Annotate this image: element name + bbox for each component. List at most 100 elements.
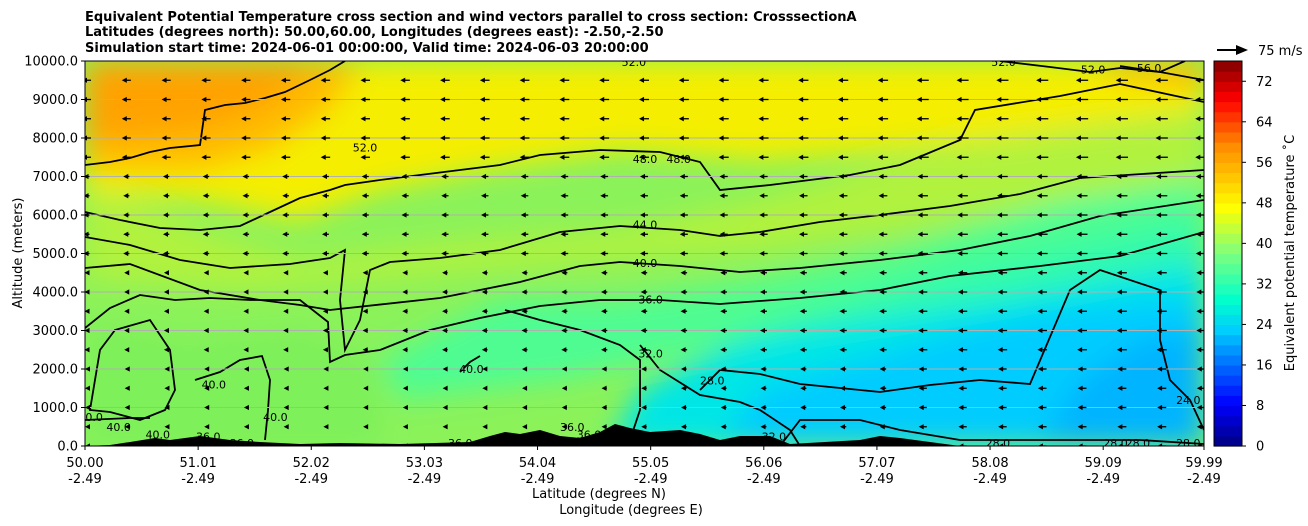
wind-vector [124, 308, 130, 314]
wind-vector [1155, 154, 1168, 160]
wind-vector [201, 116, 211, 122]
wind-vector [283, 308, 289, 314]
wind-vector [1036, 193, 1048, 199]
contour-label: 36.0 [638, 294, 663, 307]
wind-vector [283, 347, 289, 353]
wind-vector [837, 116, 849, 122]
quiver-key-arrow-icon [1236, 45, 1248, 55]
wind-vector [799, 347, 807, 353]
x-tick-label-lon: -2.49 [860, 472, 894, 487]
wind-vector [837, 154, 849, 160]
wind-vector [760, 424, 767, 430]
wind-vector [997, 327, 1008, 334]
contour-label: 36.0 [577, 428, 602, 441]
wind-vector [1036, 116, 1049, 122]
wind-vector [996, 96, 1009, 103]
wind-vector [601, 327, 608, 334]
contour-36-lower-b [504, 309, 641, 441]
wind-vector [640, 212, 648, 218]
wind-vector [85, 231, 90, 237]
wind-vector [519, 135, 530, 141]
wind-vector [720, 424, 727, 430]
wind-vector [441, 173, 449, 180]
wind-vector [1037, 366, 1047, 372]
wind-vector [996, 116, 1009, 122]
wind-vector [323, 424, 329, 430]
wind-vector [1077, 327, 1087, 334]
colorbar-segment [1214, 81, 1242, 92]
wind-vector [442, 270, 448, 276]
wind-vector [1116, 327, 1127, 334]
x-tick-label-lat: 53.03 [406, 456, 443, 471]
wind-vector [123, 231, 130, 237]
colorbar-segment [1214, 91, 1242, 103]
wind-vector [400, 77, 410, 83]
wind-vector [85, 193, 90, 199]
wind-vector [560, 173, 569, 180]
colorbar-segment [1214, 71, 1242, 82]
wind-vector [164, 443, 170, 446]
wind-vector [998, 424, 1007, 430]
wind-vector [519, 154, 530, 160]
wind-vector [203, 327, 209, 334]
wind-vector [520, 231, 529, 237]
x-tick-label-lon: -2.49 [294, 472, 328, 487]
wind-vector [957, 347, 968, 353]
wind-vector [957, 212, 968, 218]
wind-vector [561, 327, 568, 334]
wind-vector [1077, 289, 1087, 295]
wind-vector [720, 404, 727, 411]
colorbar-segment [1214, 172, 1242, 184]
wind-vector [760, 404, 767, 411]
wind-vector [1116, 270, 1127, 276]
colorbar-segment [1214, 263, 1242, 275]
wind-vector [164, 366, 170, 372]
wind-vector [204, 385, 210, 391]
wind-vector [957, 231, 968, 237]
wind-vector [243, 270, 249, 276]
wind-vector [479, 135, 490, 141]
wind-vector [1077, 404, 1087, 411]
wind-vector [601, 424, 607, 430]
wind-vector [837, 96, 849, 103]
y-tick-label: 2000.0 [33, 363, 79, 378]
quiver-key: 75 m/s [1217, 44, 1303, 59]
wind-vector [85, 385, 90, 391]
wind-vector [201, 96, 211, 103]
wind-vector [561, 347, 568, 353]
contour-40-low [85, 417, 150, 421]
contour-36-lower-a [88, 318, 176, 421]
wind-vector [678, 77, 689, 83]
colorbar-tick-label: 48 [1256, 196, 1273, 211]
wind-vector [85, 424, 90, 430]
wind-vector [163, 193, 170, 199]
wind-vector [241, 77, 251, 83]
chart-title-line-2: Latitudes (degrees north): 50.00,60.00, … [85, 25, 664, 40]
wind-vector [640, 289, 648, 295]
wind-vector [202, 173, 210, 180]
wind-vector [124, 424, 130, 430]
wind-vector [322, 173, 329, 180]
wind-vector [1156, 173, 1168, 180]
wind-vector [1116, 347, 1127, 353]
x-tick-label-lat: 51.01 [180, 456, 217, 471]
wind-vector [441, 212, 449, 218]
colorbar-segment [1214, 415, 1242, 427]
wind-vector [442, 289, 448, 295]
wind-vector [161, 77, 171, 83]
wind-vector [124, 347, 130, 353]
wind-vector [918, 289, 928, 295]
wind-vector [1157, 366, 1167, 372]
wind-vector [839, 327, 847, 334]
x-tick-label-lon: -2.49 [521, 472, 555, 487]
wind-vector [361, 193, 369, 199]
wind-vector [283, 270, 289, 276]
y-tick-label: 7000.0 [33, 170, 79, 185]
wind-vector [280, 116, 291, 122]
wind-vector [363, 443, 369, 446]
wind-vector [839, 443, 847, 446]
wind-vector [760, 443, 767, 446]
colorbar-segment [1214, 375, 1242, 386]
y-tick-label: 1000.0 [33, 401, 79, 416]
wind-vector [1075, 135, 1089, 141]
